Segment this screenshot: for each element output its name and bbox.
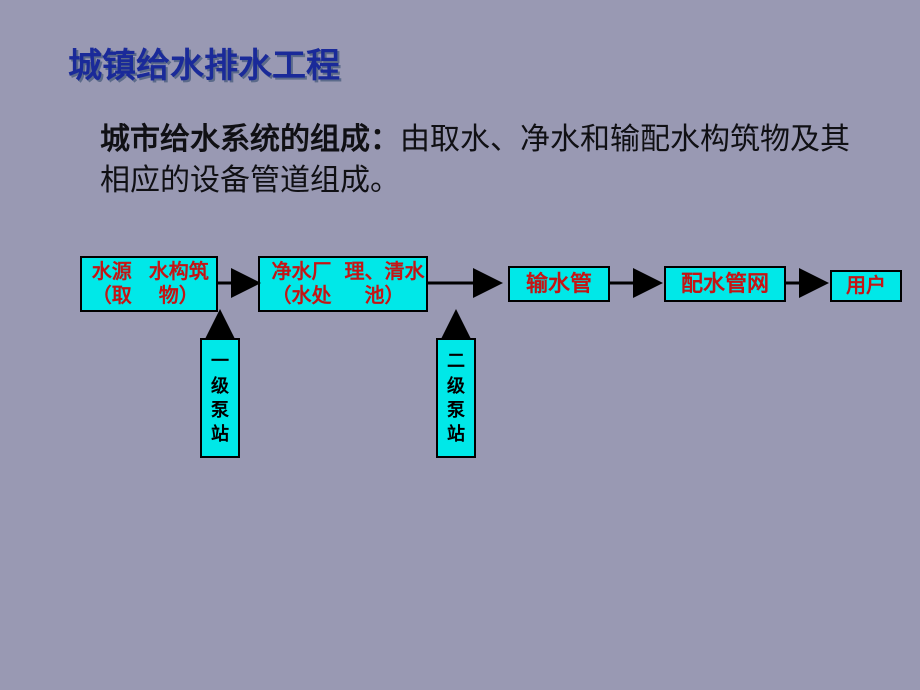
body-lead: 城市给水系统的组成： — [100, 123, 400, 156]
flow-node-pipe-label: 输水管 — [526, 271, 592, 297]
flow-node-pump2: 二级泵站 — [436, 338, 476, 458]
flow-node-user: 用户 — [830, 270, 902, 302]
slide: 城镇给水排水工程 城镇给水排水工程 城市给水系统的组成：由取水、净水和输配水构筑… — [0, 0, 920, 690]
flow-node-pipe: 输水管 — [508, 266, 610, 302]
flow-node-source: 水源（取水构筑物） — [80, 256, 218, 312]
body-text: 城市给水系统的组成：由取水、净水和输配水构筑物及其相应的设备管道组成。 — [100, 120, 860, 201]
flow-node-pump1: 一级泵站 — [200, 338, 240, 458]
flow-node-network-label: 配水管网 — [681, 271, 769, 297]
flow-node-network: 配水管网 — [664, 266, 786, 302]
slide-title: 城镇给水排水工程 — [68, 38, 340, 87]
flow-node-plant: 净水厂（水处理、清水池） — [258, 256, 428, 312]
flow-node-user-label: 用户 — [846, 274, 886, 298]
